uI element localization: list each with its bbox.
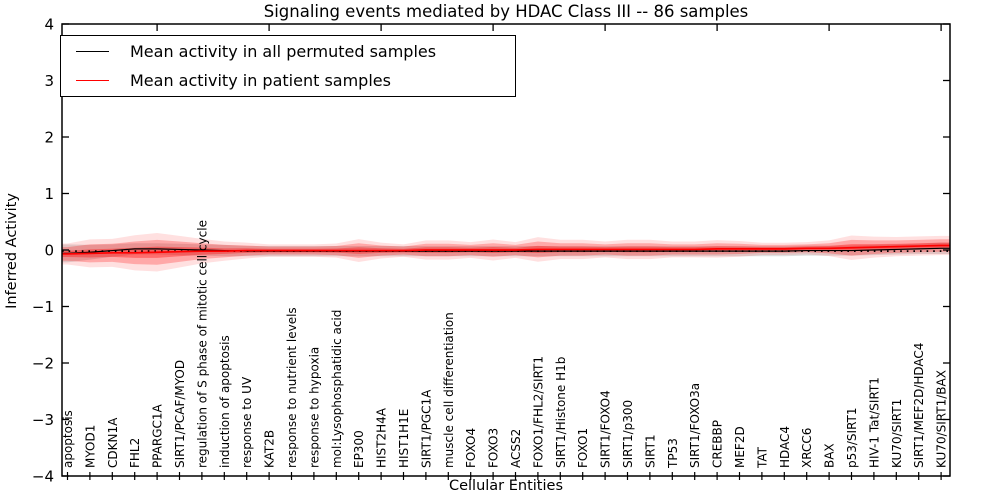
x-category-label: FOXO4: [464, 428, 478, 468]
x-category-label: KU70/SIRT1: [890, 399, 904, 468]
x-category-label: apoptosis: [61, 410, 75, 468]
x-category-label: SIRT1: [643, 434, 657, 468]
x-category-label: HIST1H1E: [397, 409, 411, 468]
legend-line-patient-icon: [76, 80, 109, 82]
x-category-label: KU70/SIRT1/BAX: [935, 370, 949, 468]
legend-label-permuted: Mean activity in all permuted samples: [130, 41, 437, 61]
x-category-label: SIRT1/FOXO3a: [688, 383, 702, 468]
x-category-label: FHL2: [128, 438, 142, 468]
y-tick-label: 4: [44, 16, 54, 34]
legend-item-permuted: Mean activity in all permuted samples: [61, 37, 515, 65]
x-category-label: TAT: [755, 446, 769, 469]
x-category-label: SIRT1/MEF2D/HDAC4: [912, 343, 926, 468]
x-category-label: HIST2H4A: [375, 407, 389, 468]
permuted-mean-line: [62, 247, 950, 254]
x-category-label: CREBBP: [711, 420, 725, 468]
x-category-label: MEF2D: [733, 426, 747, 468]
patient-mean-line: [62, 244, 950, 255]
x-category-label: response to hypoxia: [307, 347, 321, 468]
y-tick-label: 2: [44, 129, 54, 147]
x-category-label: FOXO3: [487, 428, 501, 468]
x-category-label: ACSS2: [509, 429, 523, 468]
y-tick-label: −1: [32, 298, 54, 316]
x-category-label: FOXO1/FHL2/SIRT1: [531, 356, 545, 468]
x-category-label: muscle cell differentiation: [442, 312, 456, 468]
y-tick-label: 3: [44, 72, 54, 90]
x-axis-title: Cellular Entities: [448, 478, 564, 494]
x-category-label: CDKN1A: [106, 417, 120, 468]
y-tick-label: −3: [32, 411, 54, 429]
x-category-label: TP53: [666, 438, 680, 469]
x-category-label: SIRT1/p300: [621, 400, 635, 468]
x-category-label: p53/SIRT1: [845, 407, 859, 468]
x-category-label: MYOD1: [83, 425, 97, 468]
y-tick-label: −4: [32, 468, 54, 486]
chart-title: Signaling events mediated by HDAC Class …: [263, 2, 749, 21]
x-category-label: induction of apoptosis: [218, 335, 232, 468]
x-category-label: BAX: [823, 443, 837, 468]
x-category-label: KAT2B: [263, 430, 277, 468]
x-category-label: mol:Lysophosphatidic acid: [330, 310, 344, 468]
x-category-label: HIV-1 Tat/SIRT1: [867, 377, 881, 468]
x-category-label: regulation of S phase of mitotic cell cy…: [195, 220, 209, 468]
legend-label-patient: Mean activity in patient samples: [130, 71, 391, 91]
patient-band: [62, 239, 950, 265]
legend: Mean activity in all permuted samples Me…: [60, 35, 516, 97]
x-category-label: EP300: [352, 430, 366, 468]
y-tick-label: 1: [44, 185, 54, 203]
legend-item-patient: Mean activity in patient samples: [61, 67, 515, 95]
x-category-label: XRCC6: [800, 428, 814, 468]
x-category-label: HDAC4: [778, 426, 792, 468]
y-tick-label: 0: [44, 242, 54, 260]
x-category-label: SIRT1/Histone H1b: [554, 357, 568, 468]
x-category-label: PPARGC1A: [151, 403, 165, 468]
permuted-band: [62, 242, 950, 263]
x-category-label: FOXO1: [576, 428, 590, 468]
y-tick-label: −2: [32, 355, 54, 373]
x-category-label: response to nutrient levels: [285, 307, 299, 468]
x-category-label: SIRT1/PCAF/MYOD: [173, 360, 187, 468]
x-category-label: response to UV: [240, 376, 254, 468]
x-category-label: SIRT1/FOXO4: [599, 390, 613, 468]
patient-band-outer: [62, 232, 950, 272]
y-axis-title: Inferred Activity: [4, 193, 20, 309]
x-category-label: SIRT1/PGC1A: [419, 389, 433, 468]
legend-line-permuted-icon: [76, 50, 109, 52]
